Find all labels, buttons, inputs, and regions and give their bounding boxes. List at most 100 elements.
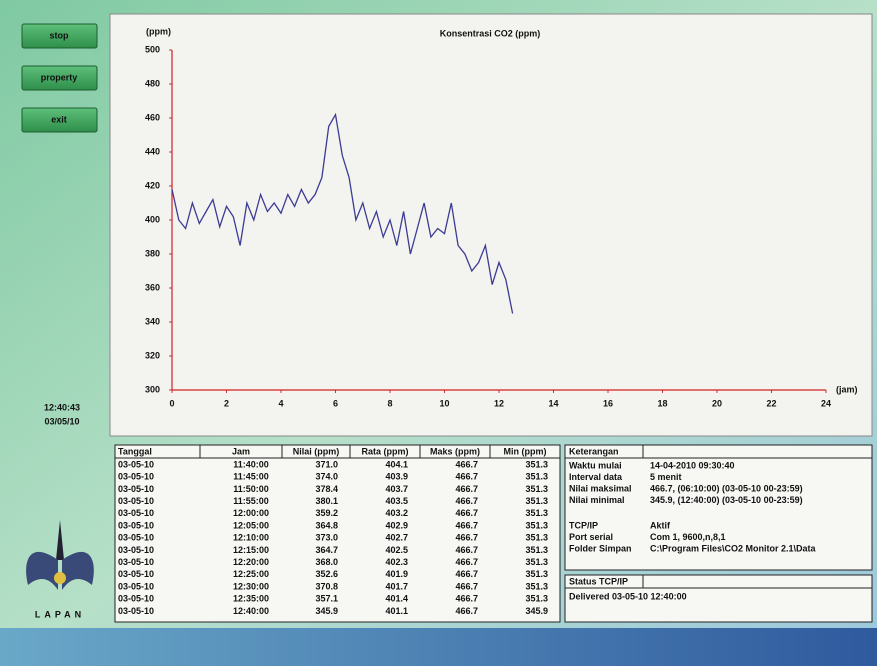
info-value: Aktif bbox=[650, 520, 671, 530]
clock-time: 12:40:43 bbox=[44, 402, 80, 412]
cell: 351.3 bbox=[525, 557, 548, 567]
info-value: Com 1, 9600,n,8,1 bbox=[650, 532, 726, 542]
cell: 359.2 bbox=[315, 508, 338, 518]
info-key: Folder Simpan bbox=[569, 543, 632, 553]
y-tick-label: 320 bbox=[145, 350, 160, 360]
cell: 466.7 bbox=[455, 484, 478, 494]
cell: 11:45:00 bbox=[233, 472, 269, 482]
taskbar-area bbox=[0, 628, 877, 666]
cell: 03-05-10 bbox=[118, 606, 154, 616]
y-tick-label: 300 bbox=[145, 384, 160, 394]
info-value: 14-04-2010 09:30:40 bbox=[650, 460, 735, 470]
cell: 403.2 bbox=[385, 508, 408, 518]
cell: 03-05-10 bbox=[118, 581, 154, 591]
button-label[interactable]: stop bbox=[50, 30, 70, 40]
cell: 03-05-10 bbox=[118, 459, 154, 469]
cell: 351.3 bbox=[525, 569, 548, 579]
cell: 351.3 bbox=[525, 533, 548, 543]
cell: 466.7 bbox=[455, 520, 478, 530]
cell: 403.5 bbox=[385, 496, 408, 506]
x-tick-label: 20 bbox=[712, 398, 722, 408]
cell: 12:40:00 bbox=[233, 606, 269, 616]
cell: 402.7 bbox=[385, 533, 408, 543]
cell: 466.7 bbox=[455, 508, 478, 518]
x-tick-label: 6 bbox=[333, 398, 338, 408]
x-tick-label: 2 bbox=[224, 398, 229, 408]
cell: 03-05-10 bbox=[118, 496, 154, 506]
status-text: Delivered 03-05-10 12:40:00 bbox=[569, 591, 687, 601]
cell: 351.3 bbox=[525, 508, 548, 518]
cell: 378.4 bbox=[315, 484, 338, 494]
cell: 11:55:00 bbox=[233, 496, 269, 506]
cell: 466.7 bbox=[455, 557, 478, 567]
cell: 351.3 bbox=[525, 520, 548, 530]
cell: 374.0 bbox=[315, 472, 338, 482]
x-tick-label: 18 bbox=[657, 398, 667, 408]
column-header: Rata (ppm) bbox=[362, 446, 409, 456]
cell: 466.7 bbox=[455, 533, 478, 543]
cell: 03-05-10 bbox=[118, 520, 154, 530]
cell: 466.7 bbox=[455, 569, 478, 579]
cell: 351.3 bbox=[525, 594, 548, 604]
clock-date: 03/05/10 bbox=[44, 416, 79, 426]
button-label[interactable]: exit bbox=[51, 114, 67, 124]
cell: 11:50:00 bbox=[233, 484, 269, 494]
cell: 357.1 bbox=[315, 594, 338, 604]
info-key: Waktu mulai bbox=[569, 460, 622, 470]
cell: 03-05-10 bbox=[118, 533, 154, 543]
cell: 466.7 bbox=[455, 594, 478, 604]
x-tick-label: 22 bbox=[766, 398, 776, 408]
cell: 12:20:00 bbox=[233, 557, 269, 567]
cell: 466.7 bbox=[455, 459, 478, 469]
cell: 03-05-10 bbox=[118, 484, 154, 494]
info-value: C:\Program Files\CO2 Monitor 2.1\Data bbox=[650, 543, 817, 553]
screen: stoppropertyexit12:40:4303/05/10LAPANKon… bbox=[0, 0, 877, 666]
y-tick-label: 400 bbox=[145, 214, 160, 224]
cell: 12:35:00 bbox=[233, 594, 269, 604]
info-key: Nilai minimal bbox=[569, 495, 625, 505]
cell: 351.3 bbox=[525, 581, 548, 591]
x-tick-label: 10 bbox=[439, 398, 449, 408]
cell: 03-05-10 bbox=[118, 508, 154, 518]
info-key: Nilai maksimal bbox=[569, 483, 632, 493]
x-tick-label: 16 bbox=[603, 398, 613, 408]
info-key: Port serial bbox=[569, 532, 613, 542]
cell: 12:00:00 bbox=[233, 508, 269, 518]
logo-text: LAPAN bbox=[35, 609, 85, 619]
info-value: 466.7, (06:10:00) (03-05-10 00-23:59) bbox=[650, 483, 803, 493]
cell: 401.4 bbox=[385, 594, 408, 604]
cell: 401.9 bbox=[385, 569, 408, 579]
x-tick-label: 8 bbox=[387, 398, 392, 408]
cell: 12:30:00 bbox=[233, 581, 269, 591]
x-tick-label: 12 bbox=[494, 398, 504, 408]
info-value: 345.9, (12:40:00) (03-05-10 00-23:59) bbox=[650, 495, 803, 505]
cell: 12:15:00 bbox=[233, 545, 269, 555]
cell: 380.1 bbox=[315, 496, 338, 506]
button-label[interactable]: property bbox=[41, 72, 78, 82]
cell: 03-05-10 bbox=[118, 569, 154, 579]
cell: 401.7 bbox=[385, 581, 408, 591]
cell: 351.3 bbox=[525, 484, 548, 494]
column-header: Maks (ppm) bbox=[430, 446, 480, 456]
cell: 351.3 bbox=[525, 459, 548, 469]
status-title: Status TCP/IP bbox=[569, 576, 628, 586]
x-tick-label: 14 bbox=[548, 398, 558, 408]
cell: 466.7 bbox=[455, 581, 478, 591]
cell: 403.9 bbox=[385, 472, 408, 482]
cell: 03-05-10 bbox=[118, 557, 154, 567]
cell: 364.8 bbox=[315, 520, 338, 530]
cell: 03-05-10 bbox=[118, 472, 154, 482]
x-tick-label: 24 bbox=[821, 398, 831, 408]
info-title: Keterangan bbox=[569, 446, 619, 456]
info-value: 5 menit bbox=[650, 472, 682, 482]
cell: 466.7 bbox=[455, 496, 478, 506]
cell: 345.9 bbox=[525, 606, 548, 616]
y-tick-label: 360 bbox=[145, 282, 160, 292]
cell: 11:40:00 bbox=[233, 459, 269, 469]
y-tick-label: 500 bbox=[145, 44, 160, 54]
column-header: Min (ppm) bbox=[504, 446, 547, 456]
cell: 466.7 bbox=[455, 606, 478, 616]
y-tick-label: 480 bbox=[145, 78, 160, 88]
cell: 370.8 bbox=[315, 581, 338, 591]
cell: 403.7 bbox=[385, 484, 408, 494]
